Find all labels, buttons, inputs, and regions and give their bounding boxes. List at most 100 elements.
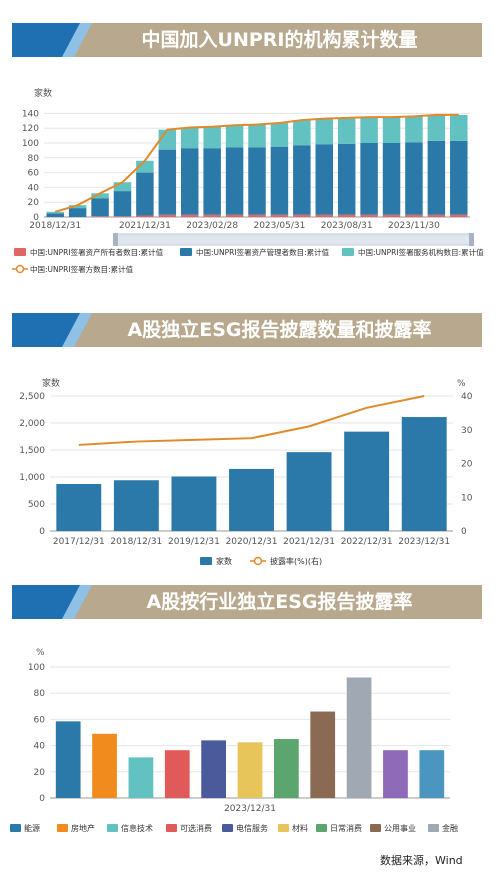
y-tick-label: 140 <box>22 109 39 119</box>
y-axis-label-right: % <box>457 379 466 389</box>
legend-label: 房地产 <box>71 823 95 833</box>
y-tick-label: 120 <box>22 124 39 134</box>
banner-title-unpri: 中国加入UNPRI的机构累计数量 <box>141 29 418 51</box>
y-tick-label: 100 <box>22 139 39 149</box>
esg-count-rate-chart: 家数 % 0 500 1,000 1,500 2,000 2,500 0 10 20 30 40 2017… <box>19 377 473 566</box>
legend-swatch <box>342 248 354 256</box>
bar-segment <box>180 148 199 215</box>
x-tick-label: 2023/11/30 <box>388 221 440 231</box>
y-tick-label: 20 <box>28 198 40 208</box>
legend-label: 中国:UNPRI签署服务机构数目:累计值 <box>358 247 484 257</box>
section-banner-unpri: 中国加入UNPRI的机构累计数量 <box>12 23 482 57</box>
legend-label: 材料 <box>292 823 308 833</box>
x-tick-label: 2017/12/31 <box>53 537 105 547</box>
bar-segment <box>382 214 401 217</box>
bar-segment <box>427 114 446 141</box>
slider-handle-right <box>469 233 474 246</box>
bar-segment <box>315 118 334 145</box>
banner-bar <box>12 313 482 347</box>
legend-label: 家数 <box>216 556 232 566</box>
bar-segment <box>360 117 378 143</box>
y-tick-label-right: 40 <box>461 392 473 402</box>
banner-bar <box>12 585 482 619</box>
legend-label: 中国:UNPRI签署方数目:累计值 <box>30 264 134 274</box>
bar-可选消费 <box>164 750 190 798</box>
bar-segment <box>450 114 468 141</box>
bar-segment <box>360 214 378 217</box>
bar-segment <box>91 198 109 217</box>
bar-segment <box>113 191 132 217</box>
x-tick-label: 2018/12/31 <box>110 537 162 547</box>
bar-房地产 <box>92 733 117 798</box>
legend-label: 金融 <box>442 823 458 833</box>
bar-segment <box>225 147 244 215</box>
y-tick-label: 20 <box>34 768 46 778</box>
bar-segment <box>203 126 221 149</box>
legend-label: 披露率(%)(右) <box>270 556 322 566</box>
bar-segment <box>405 116 423 143</box>
bar-segment <box>427 214 446 217</box>
y-tick-label: 60 <box>34 715 46 725</box>
bar-segment <box>203 148 221 215</box>
bar <box>401 417 447 531</box>
x-tick-label: 2023/02/28 <box>186 221 238 231</box>
legend-swatch <box>14 248 26 256</box>
bar-segment <box>315 144 334 215</box>
y-tick-label: 40 <box>28 183 40 193</box>
legend-label: 可选消费 <box>180 823 212 833</box>
bar-segment <box>248 124 266 148</box>
bar-segment <box>450 140 468 215</box>
bar-segment <box>405 214 423 217</box>
legend-marker <box>253 556 263 566</box>
legend-label: 电信服务 <box>236 823 268 833</box>
bar-工业 <box>383 750 408 798</box>
bar-信息技术 <box>128 757 154 798</box>
y-tick-label-right: 0 <box>461 527 467 537</box>
bar-segment <box>91 193 109 199</box>
x-tick-label: 2021/12/31 <box>283 537 335 547</box>
bar-segment <box>136 215 154 217</box>
legend-label: 信息技术 <box>121 823 153 833</box>
legend-swatch <box>370 824 381 832</box>
y-tick-label: 0 <box>33 213 39 223</box>
y-tick-label-right: 30 <box>461 426 473 436</box>
bar-segment <box>225 214 244 217</box>
bar-材料 <box>237 742 263 798</box>
y-tick-label: 80 <box>28 154 40 164</box>
bar-segment <box>382 117 401 143</box>
bar-segment <box>270 214 289 217</box>
bar-segment <box>427 140 446 215</box>
bar-segment <box>203 214 221 217</box>
y-tick-label-left: 500 <box>28 500 45 510</box>
legend-swatch <box>10 824 21 832</box>
y-tick-label-left: 1,500 <box>19 446 45 456</box>
bar <box>56 484 102 531</box>
y-tick-label-left: 2,000 <box>19 419 45 429</box>
slider-handle-left <box>113 233 118 246</box>
bar-segment <box>337 214 356 217</box>
bar-segment <box>270 123 289 147</box>
section-banner-esg-count: A股独立ESG报告披露数量和披露率 <box>12 313 482 347</box>
bar-segment <box>68 208 87 217</box>
banner-bar <box>12 23 482 57</box>
bar-segment <box>113 182 132 192</box>
series-line-rate <box>78 395 425 446</box>
legend-label: 日常消费 <box>330 823 362 833</box>
bar-segment <box>46 213 64 217</box>
bar-segment <box>180 127 199 149</box>
legend-marker <box>15 264 25 274</box>
legend-label: 公用事业 <box>384 823 416 833</box>
bar-segment <box>337 143 356 215</box>
bar-电信服务 <box>201 740 226 798</box>
bar-segment <box>225 125 244 148</box>
y-tick-label-right: 10 <box>461 493 473 503</box>
y-axis-label-left: 家数 <box>42 377 60 389</box>
bar-公用事业 <box>310 711 336 798</box>
legend-swatch <box>57 824 68 832</box>
bar-segment <box>293 214 311 217</box>
bar-segment <box>293 120 311 146</box>
y-tick-label-left: 0 <box>39 527 45 537</box>
bar-医疗保健 <box>419 750 445 798</box>
y-axis-label: % <box>36 648 45 658</box>
y-tick-label-left: 2,500 <box>19 392 45 402</box>
